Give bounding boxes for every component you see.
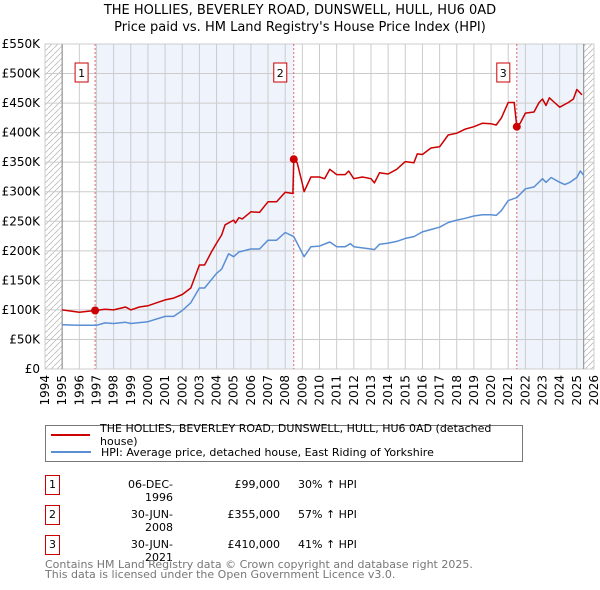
x-tick-label: 2012 (347, 375, 361, 406)
x-tick-label: 1996 (72, 375, 86, 406)
sale-row: 3 30-JUN-2021 £410,000 41% ↑ HPI (45, 535, 445, 564)
y-tick-label: £200K (2, 244, 42, 258)
footer-copyright: Contains HM Land Registry data © Crown c… (45, 558, 473, 571)
x-tick-label: 2011 (330, 375, 344, 406)
y-tick-label: £550K (2, 37, 42, 51)
x-tick-label: 2000 (141, 375, 155, 406)
footer-licence: This data is licensed under the Open Gov… (45, 568, 396, 581)
sale-hpi-diff: 57% ↑ HPI (298, 508, 357, 521)
footer: Contains HM Land Registry data © Crown c… (45, 558, 473, 581)
x-tick-label: 2025 (570, 375, 584, 406)
legend-label-hpi: HPI: Average price, detached house, East… (101, 445, 434, 459)
x-tick-label: 2026 (587, 375, 600, 406)
x-tick-label: 2018 (450, 375, 464, 406)
sale-label: 3 (500, 67, 507, 80)
shade-region (516, 44, 584, 369)
y-tick-label: £150K (2, 273, 42, 287)
sale-point (289, 155, 298, 164)
x-tick-label: 2009 (295, 375, 309, 406)
sale-label-box (74, 62, 89, 83)
sale-date: 30-JUN-2008 (130, 508, 173, 534)
x-tick-label: 2022 (518, 375, 532, 406)
hpi-line (62, 170, 585, 327)
y-tick-label: £100K (2, 303, 42, 317)
sale-label-box (273, 62, 288, 83)
legend-label-property: THE HOLLIES, BEVERLEY ROAD, DUNSWELL, HU… (100, 422, 492, 448)
plot-area: 1994 1995 1996 1997 1998 1999 2000 2001 2002 2003… (2, 37, 600, 406)
no-data-hatch-left (45, 44, 63, 369)
legend-swatch-hpi (51, 451, 91, 453)
x-tick-label: 1994 (38, 375, 52, 406)
x-tick-label: 2003 (192, 375, 206, 406)
x-tick-label: 1997 (89, 375, 103, 406)
x-tick-label: 1995 (55, 375, 69, 406)
y-tick-label: £500K (2, 67, 42, 81)
y-tick-label: £450K (2, 96, 42, 110)
legend: THE HOLLIES, BEVERLEY ROAD, DUNSWELL, HU… (45, 422, 523, 462)
sale-row: 2 30-JUN-2008 £355,000 57% ↑ HPI (45, 505, 445, 534)
sale-label: 1 (78, 67, 85, 80)
x-tick-label: 2016 (415, 375, 429, 406)
sale-date: 06-DEC-1996 (127, 478, 173, 504)
chart-title: THE HOLLIES, BEVERLEY ROAD, DUNSWELL, HU… (103, 3, 497, 18)
no-data-hatch-right (583, 44, 594, 369)
sale-date: 30-JUN-2021 (130, 538, 173, 564)
legend-item-property: THE HOLLIES, BEVERLEY ROAD, DUNSWELL, HU… (46, 422, 522, 448)
sale-price: £99,000 (234, 478, 281, 491)
sale-row: 1 06-DEC-1996 £99,000 30% ↑ HPI (45, 475, 445, 504)
x-tick-label: 2013 (364, 375, 378, 406)
x-tick-label: 2024 (553, 375, 567, 406)
x-tick-label: 2015 (398, 375, 412, 406)
y-tick-label: £300K (2, 185, 42, 199)
x-tick-label: 2006 (244, 375, 258, 406)
sale-hpi-diff: 41% ↑ HPI (298, 538, 357, 551)
x-tick-label: 2002 (175, 375, 189, 406)
x-tick-label: 2008 (278, 375, 292, 406)
sale-price: £410,000 (227, 538, 281, 551)
x-tick-label: 1999 (124, 375, 138, 406)
x-tick-label: 2001 (158, 375, 172, 406)
y-tick-label: £400K (2, 126, 42, 140)
x-tick-label: 2021 (501, 375, 515, 406)
legend-item-hpi: HPI: Average price, detached house, East… (46, 444, 434, 460)
x-tick-label: 2020 (484, 375, 498, 406)
chart-subtitle: Price paid vs. HM Land Registry's House … (114, 20, 486, 35)
y-tick-label: £50K (9, 332, 41, 346)
legend-swatch-property (51, 434, 91, 436)
x-tick-label: 2023 (536, 375, 550, 406)
sale-price: £355,000 (227, 508, 281, 521)
sale-label-box (496, 62, 511, 83)
x-tick-label: 2014 (381, 375, 395, 406)
sale-number-badge: 2 (45, 505, 60, 525)
sale-number-badge: 1 (45, 475, 60, 495)
x-tick-label: 2017 (433, 375, 447, 406)
y-tick-label: £0 (25, 362, 40, 376)
x-tick-label: 2010 (313, 375, 327, 406)
sale-number-badge: 3 (45, 535, 60, 555)
x-tick-label: 2004 (210, 375, 224, 406)
x-tick-label: 2005 (227, 375, 241, 406)
x-tick-label: 1998 (107, 375, 121, 406)
x-tick-label: 2019 (467, 375, 481, 406)
plot-border (44, 43, 595, 370)
sale-point (91, 306, 100, 315)
sale-point (512, 122, 521, 131)
sale-label: 2 (277, 67, 284, 80)
x-tick-label: 2007 (261, 375, 275, 406)
y-tick-label: £250K (2, 214, 42, 228)
y-tick-label: £350K (2, 155, 42, 169)
shade-region (95, 44, 294, 369)
sale-hpi-diff: 30% ↑ HPI (298, 478, 357, 491)
